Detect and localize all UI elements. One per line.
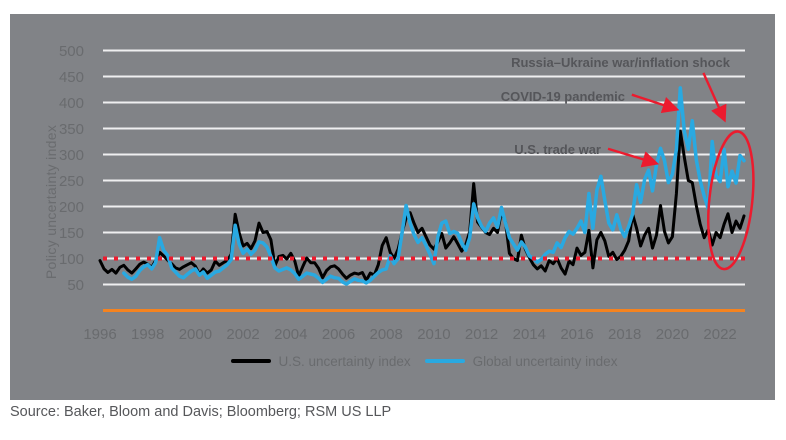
global-series-swatch (424, 359, 465, 363)
gridlines (103, 49, 745, 286)
x-tick-label-2010: 2010 (417, 326, 451, 343)
annotation-arrow-1 (631, 93, 680, 113)
source-attribution: Source: Baker, Bloom and Davis; Bloomber… (10, 404, 392, 420)
y-tick-label-300: 300 (58, 146, 84, 164)
annotation-us-trade-war: U.S. trade war (514, 142, 601, 157)
x-tick-label-2012: 2012 (464, 326, 499, 343)
y-tick-label-100: 100 (58, 250, 84, 268)
us-series-swatch (230, 359, 271, 363)
annotation-russia-ukraine: Russia–Ukraine war/inflation shock (511, 55, 730, 70)
y-tick-label-50: 50 (67, 276, 84, 294)
x-tick-label-2016: 2016 (560, 326, 594, 343)
legend-item-global: Global uncertainty index (424, 353, 618, 369)
series-lines (98, 86, 746, 286)
x-tick-label-2008: 2008 (369, 326, 403, 343)
y-tick-label-350: 350 (58, 120, 84, 138)
annotation-arrow-0 (702, 72, 727, 123)
legend: U.S. uncertainty index Global uncertaint… (103, 352, 745, 370)
x-tick-label-2004: 2004 (274, 326, 308, 343)
uncertainty-line-chart (98, 49, 755, 312)
x-tick-label-2006: 2006 (321, 326, 356, 343)
chart-panel: Policy uncertainty index 50 100 150 200 250 3… (10, 14, 775, 400)
global-series-label: Global uncertainty index (472, 353, 618, 369)
us-series-label: U.S. uncertainty index (278, 353, 411, 369)
y-tick-label-450: 450 (58, 68, 84, 86)
x-tick-label-2002: 2002 (226, 326, 260, 343)
y-tick-label-250: 250 (58, 172, 84, 190)
y-tick-label-150: 150 (58, 224, 84, 242)
y-tick-label-200: 200 (58, 198, 84, 216)
y-tick-label-400: 400 (58, 94, 84, 112)
x-tick-label-2022: 2022 (703, 326, 737, 343)
global-uncertainty-line (122, 86, 746, 286)
x-tick-label-2000: 2000 (178, 326, 213, 343)
annotation-arrow-2 (607, 147, 660, 168)
x-tick-label-2018: 2018 (608, 326, 642, 343)
y-tick-label-500: 500 (58, 42, 84, 60)
x-tick-label-2020: 2020 (655, 326, 690, 343)
x-tick-label-1998: 1998 (131, 326, 165, 343)
us-uncertainty-line (98, 129, 746, 282)
annotation-covid-pandemic: COVID-19 pandemic (500, 89, 625, 104)
legend-item-us: U.S. uncertainty index (230, 353, 411, 369)
x-tick-label-2014: 2014 (512, 326, 546, 343)
highlight-ellipse (707, 130, 755, 271)
x-tick-label-1996: 1996 (83, 326, 117, 343)
annotation-arrows (607, 72, 727, 168)
